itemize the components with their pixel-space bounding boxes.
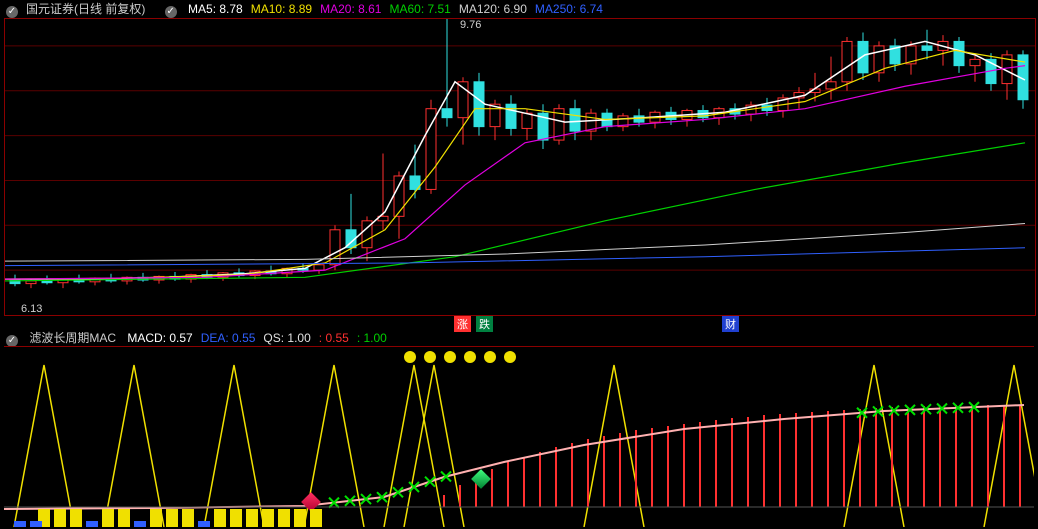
check-icon: ✓ <box>165 6 177 18</box>
indicator-chart[interactable] <box>4 346 1034 527</box>
indicator-label: : 1.00 <box>357 331 387 345</box>
event-tag: 涨 <box>454 316 471 332</box>
indicator-header: ✓ 滤波长周期MAC MACD: 0.57DEA: 0.55QS: 1.00: … <box>4 330 403 346</box>
event-tag: 跌 <box>476 316 493 332</box>
ma-label: MA60: 7.51 <box>389 2 450 16</box>
ma-label: MA20: 8.61 <box>320 2 381 16</box>
stock-title: 国元证券(日线 前复权) <box>26 2 145 16</box>
tag-row: 涨跌 财 <box>4 316 1034 330</box>
price-header: ✓ 国元证券(日线 前复权) ✓ MA5: 8.78 MA10: 8.89 MA20:… <box>0 0 619 18</box>
indicator-label: DEA: 0.55 <box>201 331 256 345</box>
signal-dots <box>404 351 524 366</box>
price-chart[interactable]: 9.76 6.13 <box>4 18 1036 316</box>
check-icon: ✓ <box>6 6 18 18</box>
ma-label: MA250: 6.74 <box>535 2 603 16</box>
ma-label: MA10: 8.89 <box>251 2 312 16</box>
ma-label: MA120: 6.90 <box>459 2 527 16</box>
indicator-title: 滤波长周期MAC <box>29 331 116 345</box>
low-label: 6.13 <box>21 303 42 315</box>
ma-label: MA5: 8.78 <box>188 2 243 16</box>
indicator-label: QS: 1.00 <box>263 331 310 345</box>
event-tag: 财 <box>722 316 739 332</box>
indicator-label: : 0.55 <box>319 331 349 345</box>
high-label: 9.76 <box>460 19 481 31</box>
indicator-label: MACD: 0.57 <box>127 331 192 345</box>
